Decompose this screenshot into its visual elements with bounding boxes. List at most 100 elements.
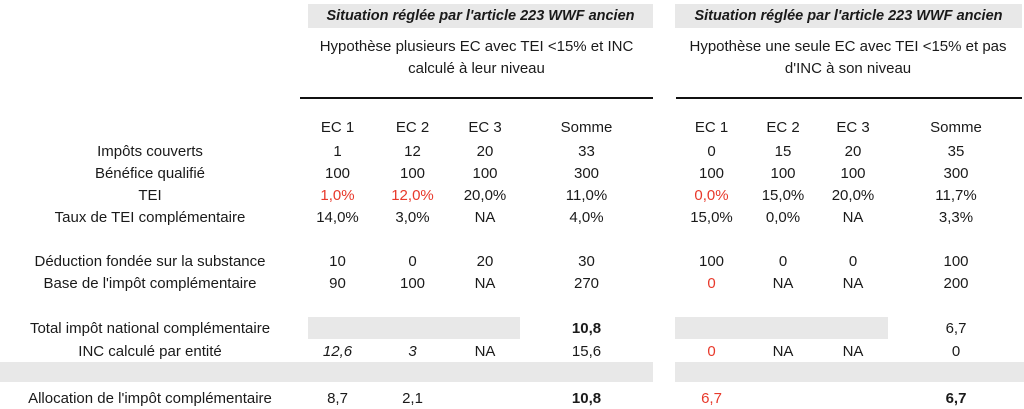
column-header: EC 1 — [694, 118, 729, 136]
cell: 6,7 — [945, 389, 967, 407]
table-row: Bénéfice qualifié 100 100 100 300 100 10… — [0, 162, 1024, 184]
cell: 0 — [408, 252, 417, 270]
table-row: Base de l'impôt complémentaire 90 100 NA… — [0, 272, 1024, 294]
row-label: Bénéfice qualifié — [94, 164, 206, 182]
cell: 3,3% — [938, 208, 974, 226]
table-row: Impôts couverts 1 12 20 33 0 15 20 35 — [0, 140, 1024, 162]
cell: 10,8 — [571, 319, 602, 337]
table-row: INC calculé par entité 12,6 3 NA 15,6 0 … — [0, 340, 1024, 362]
table-row: Allocation de l'impôt complémentaire 8,7… — [0, 387, 1024, 409]
right-panel-hypothesis: Hypothèse une seule EC avec TEI <15% et … — [689, 38, 1007, 77]
row-label: Allocation de l'impôt complémentaire — [28, 389, 272, 407]
table-row: Taux de TEI complémentaire 14,0% 3,0% NA… — [0, 206, 1024, 228]
cell: 30 — [578, 252, 595, 270]
column-header: Somme — [930, 118, 982, 136]
cell: NA — [474, 342, 496, 360]
cell: 15,6 — [571, 342, 602, 360]
cell: 100 — [324, 164, 351, 182]
row-label: Base de l'impôt complémentaire — [43, 274, 257, 292]
column-header: EC 2 — [395, 118, 430, 136]
cell: 0 — [707, 342, 716, 360]
column-header: EC 3 — [468, 118, 502, 136]
cell: 200 — [943, 274, 969, 292]
left-panel-title: Situation réglée par l'article 223 WWF a… — [308, 4, 653, 28]
cell: 100 — [399, 274, 426, 292]
cell: 3,0% — [395, 208, 430, 226]
cell: NA — [842, 274, 864, 292]
row-label: Total impôt national complémentaire — [29, 319, 271, 337]
cell: 20 — [476, 142, 494, 160]
cell: 12,6 — [322, 342, 353, 360]
cell: 10,8 — [571, 389, 602, 407]
shaded-band — [675, 362, 1024, 382]
cell: 20 — [476, 252, 494, 270]
cell: 12,0% — [391, 186, 434, 204]
cell: 100 — [472, 164, 498, 182]
cell: 11,7% — [935, 186, 977, 204]
cell: 0 — [707, 142, 716, 160]
cell: 0 — [778, 252, 788, 270]
cell: 100 — [840, 164, 866, 182]
left-panel-hypothesis: Hypothèse plusieurs EC avec TEI <15% et … — [319, 38, 634, 77]
cell: 15,0% — [761, 186, 805, 204]
column-header: EC 1 — [320, 118, 355, 136]
column-header-row: EC 1 EC 2 EC 3 Somme EC 1 EC 2 EC 3 Somm… — [0, 114, 1024, 140]
row-label: TEI — [138, 186, 162, 204]
cell: 8,7 — [327, 389, 348, 407]
cell: 100 — [698, 252, 725, 270]
cell: 2,1 — [402, 389, 423, 407]
cell: NA — [474, 208, 496, 226]
cell: 20 — [844, 142, 862, 160]
cell: 100 — [943, 252, 969, 270]
cell: NA — [842, 208, 864, 226]
cell: NA — [772, 274, 794, 292]
cell: 100 — [770, 164, 796, 182]
cell: 300 — [573, 164, 600, 182]
cell: 6,7 — [701, 389, 722, 407]
cell: 4,0% — [569, 208, 604, 226]
cell: NA — [842, 342, 864, 360]
cell: 0,0% — [765, 208, 801, 226]
cell: 15,0% — [690, 208, 733, 226]
cell: NA — [772, 342, 794, 360]
cell: 300 — [943, 164, 969, 182]
column-header: EC 3 — [836, 118, 870, 136]
row-label: Taux de TEI complémentaire — [54, 208, 246, 226]
cell: 14,0% — [316, 208, 359, 226]
shaded-band — [675, 317, 888, 339]
separator-band-row — [0, 362, 1024, 382]
shaded-band — [0, 362, 653, 382]
cell: 33 — [578, 142, 595, 160]
cell: 0 — [848, 252, 858, 270]
row-label: INC calculé par entité — [78, 342, 222, 360]
cell: 20,0% — [463, 186, 507, 204]
cell: 15 — [774, 142, 792, 160]
cell: 100 — [698, 164, 725, 182]
cell: 11,0% — [565, 186, 608, 204]
cell: 0,0% — [694, 186, 729, 204]
cell: 12 — [404, 142, 421, 160]
column-header: EC 2 — [766, 118, 800, 136]
cell: NA — [474, 274, 496, 292]
right-panel-divider — [676, 97, 1022, 99]
table-body: EC 1 EC 2 EC 3 Somme EC 1 EC 2 EC 3 Somm… — [0, 114, 1024, 409]
cell: 100 — [399, 164, 426, 182]
cell: 6,7 — [945, 319, 967, 337]
left-panel-divider — [300, 97, 653, 99]
right-panel-title: Situation réglée par l'article 223 WWF a… — [675, 4, 1022, 28]
cell: 0 — [707, 274, 716, 292]
row-label: Impôts couverts — [97, 142, 203, 160]
column-header: Somme — [560, 118, 613, 136]
cell: 90 — [329, 274, 346, 292]
cell: 10 — [329, 252, 346, 270]
row-spacer — [0, 228, 1024, 250]
table-row: Déduction fondée sur la substance 10 0 2… — [0, 250, 1024, 272]
row-spacer — [0, 294, 1024, 316]
shaded-band — [308, 317, 520, 339]
table-row-total: Total impôt national complémentaire 10,8… — [0, 316, 1024, 340]
cell: 35 — [947, 142, 965, 160]
row-label: Déduction fondée sur la substance — [34, 252, 266, 270]
cell: 1 — [333, 142, 342, 160]
table-row: TEI 1,0% 12,0% 20,0% 11,0% 0,0% 15,0% 20… — [0, 184, 1024, 206]
